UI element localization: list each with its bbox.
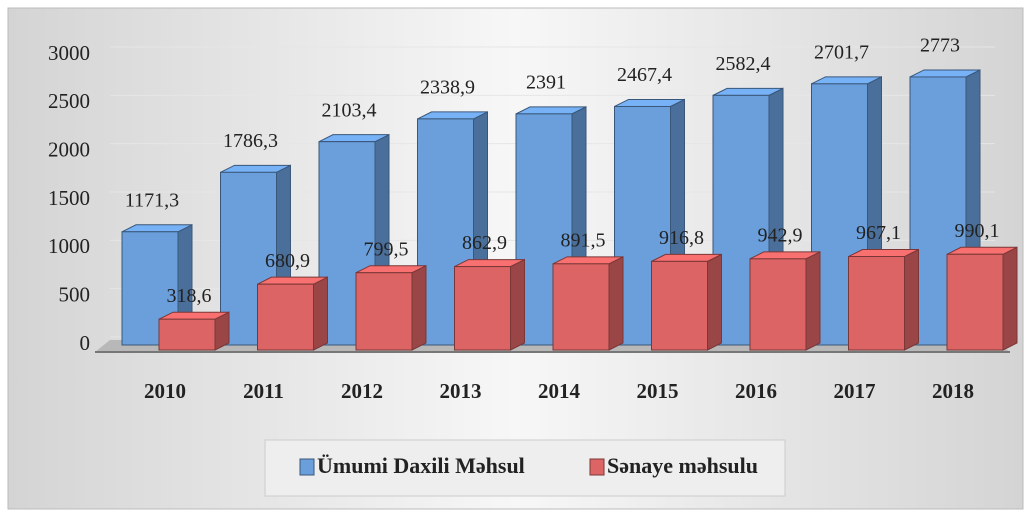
bar-side (510, 258, 525, 351)
bar-side (313, 276, 328, 351)
bar-front (749, 258, 807, 351)
x-tick-label: 2017 (834, 379, 876, 403)
bar-front (158, 318, 216, 351)
y-tick-label: 500 (59, 282, 91, 306)
value-label: 1171,3 (125, 189, 179, 211)
value-label: 862,9 (462, 232, 507, 254)
bar-side (1002, 246, 1018, 351)
bar-side (707, 253, 722, 351)
bar (946, 246, 1018, 351)
value-label: 2338,9 (420, 77, 475, 99)
x-tick-label: 2010 (144, 379, 186, 403)
x-tick-label: 2015 (637, 379, 679, 403)
bar (318, 133, 390, 346)
x-tick-label: 2014 (538, 379, 581, 403)
bar (257, 276, 328, 351)
value-label: 318,6 (167, 285, 212, 307)
value-label: 916,8 (659, 227, 704, 249)
bar (454, 258, 525, 351)
y-tick-label: 2500 (48, 89, 90, 113)
x-tick-label: 2012 (341, 379, 383, 403)
x-tick-label: 2013 (440, 379, 482, 403)
bar-front (552, 263, 610, 351)
y-tick-label: 1500 (48, 186, 90, 210)
value-label: 942,9 (758, 224, 803, 246)
value-label: 891,5 (561, 229, 606, 251)
bar-front (946, 253, 1004, 351)
value-label: 1786,3 (223, 130, 278, 152)
y-tick-label: 0 (80, 331, 91, 355)
bar-front (355, 272, 413, 351)
bar-side (608, 256, 624, 351)
legend-label: Ümumi Daxili Məhsul (317, 453, 525, 478)
value-label: 967,1 (856, 222, 901, 244)
value-label: 990,1 (955, 220, 1000, 242)
x-tick-label: 2011 (243, 379, 284, 403)
value-label: 2582,4 (716, 53, 771, 75)
value-label: 680,9 (265, 250, 310, 272)
bar-front (454, 266, 511, 351)
bar-side (411, 264, 427, 351)
legend-marker (589, 458, 605, 476)
bar-side (904, 248, 919, 351)
y-tick-label: 2000 (48, 137, 90, 161)
bar (749, 251, 821, 351)
bar-side (805, 251, 821, 351)
bar-front (257, 283, 314, 351)
value-label: 2773 (920, 35, 960, 57)
value-label: 799,5 (364, 238, 409, 260)
value-label: 2391 (526, 71, 566, 93)
bar (158, 311, 230, 351)
bar-front (848, 256, 905, 351)
x-tick-label: 2018 (932, 379, 974, 403)
value-label: 2103,4 (322, 99, 377, 121)
y-tick-label: 1000 (48, 234, 90, 258)
legend-marker (299, 458, 315, 476)
bar (552, 256, 624, 351)
x-tick-label: 2016 (735, 379, 777, 403)
y-tick-label: 3000 (48, 41, 90, 65)
bar-front (651, 260, 708, 351)
value-label: 2701,7 (814, 41, 869, 63)
bar (848, 248, 919, 351)
bar (355, 264, 427, 351)
value-label: 2467,4 (617, 64, 672, 86)
bar-front (318, 141, 376, 346)
bar (651, 253, 722, 351)
legend (264, 439, 786, 497)
legend-label: Sənaye məhsulu (607, 453, 758, 478)
